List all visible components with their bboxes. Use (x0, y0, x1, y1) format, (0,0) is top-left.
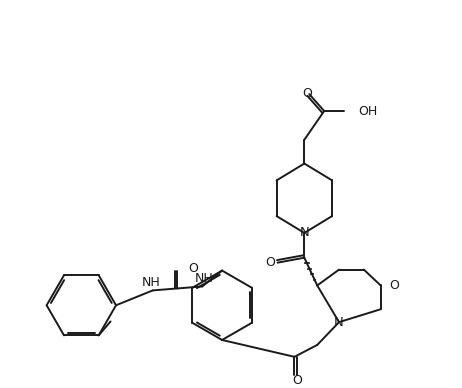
Text: N: N (334, 315, 344, 329)
Text: O: O (188, 262, 198, 275)
Text: N: N (299, 227, 309, 239)
Text: OH: OH (358, 104, 377, 118)
Text: NH: NH (141, 276, 160, 289)
Text: O: O (292, 374, 302, 387)
Text: NH: NH (195, 272, 213, 285)
Text: O: O (303, 87, 312, 100)
Text: O: O (389, 279, 400, 292)
Text: O: O (266, 256, 276, 269)
